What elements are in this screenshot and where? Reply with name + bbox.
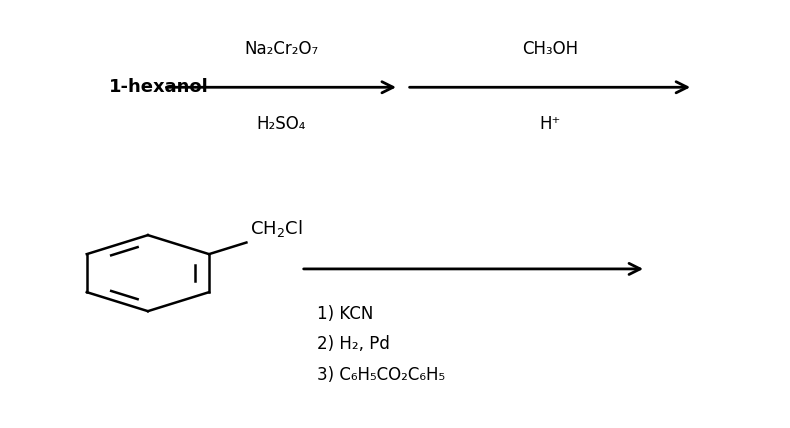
Text: 2) H₂, Pd: 2) H₂, Pd [317, 335, 389, 353]
Text: CH₃OH: CH₃OH [522, 40, 578, 58]
Text: 1-hexanol: 1-hexanol [109, 78, 209, 96]
Text: H₂SO₄: H₂SO₄ [257, 115, 306, 133]
Text: 1) KCN: 1) KCN [317, 305, 373, 323]
Text: Na₂Cr₂O₇: Na₂Cr₂O₇ [244, 40, 318, 58]
Text: CH$_2$Cl: CH$_2$Cl [250, 218, 303, 239]
Text: 3) C₆H₅CO₂C₆H₅: 3) C₆H₅CO₂C₆H₅ [317, 366, 445, 383]
Text: H⁺: H⁺ [540, 115, 561, 133]
